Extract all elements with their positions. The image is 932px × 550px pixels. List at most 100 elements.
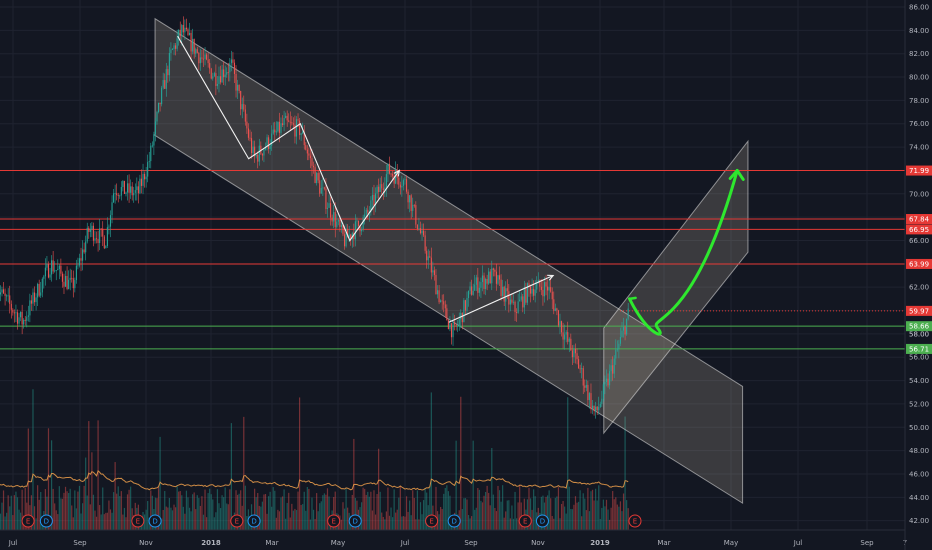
volume-bar [467, 514, 470, 530]
candle-body [64, 275, 67, 287]
candle-body [612, 365, 614, 374]
candle-body [385, 174, 387, 188]
candle-body [47, 263, 50, 278]
y-tick-label: 80.00 [909, 74, 929, 82]
candle-body [359, 225, 361, 232]
x-tick-label: 2019 [590, 539, 610, 547]
volume-bar [484, 491, 487, 530]
candle-body [303, 131, 305, 146]
candle-body [285, 115, 287, 119]
candle-body [550, 287, 552, 292]
candle-body [374, 193, 377, 206]
volume-bar [30, 495, 33, 530]
volume-bar [120, 491, 122, 530]
candle-body [512, 301, 515, 303]
event-marker-E [230, 514, 244, 528]
volume-bar [213, 517, 215, 530]
volume-bar [38, 499, 40, 530]
volume-bar [579, 490, 581, 530]
candle-body [516, 312, 518, 313]
volume-bar [328, 496, 330, 530]
volume-bar [4, 516, 6, 530]
candle-body [581, 368, 583, 370]
event-marker-D [447, 514, 461, 528]
volume-bar [292, 510, 294, 530]
volume-bar [343, 508, 346, 530]
y-tick-label: 42.00 [909, 517, 929, 525]
candle-body [10, 303, 12, 310]
volume-bar [481, 502, 484, 530]
candle-body [171, 49, 174, 50]
volume-bar [106, 512, 108, 530]
candle-body [573, 348, 575, 358]
volume-bar [294, 508, 296, 530]
volume-bar [367, 491, 369, 530]
volume-bar [277, 509, 279, 530]
candle-body [571, 350, 573, 358]
volume-bar [216, 489, 219, 530]
candle-body [446, 308, 448, 321]
volume-bar [466, 499, 468, 530]
candle-body [147, 162, 149, 177]
candle-body [461, 312, 463, 323]
candle-body [317, 173, 319, 181]
volume-bar [54, 503, 56, 530]
candle-body [370, 200, 372, 212]
candle-body [356, 220, 358, 222]
descending-channel [154, 17, 744, 505]
candle-body [312, 165, 315, 168]
candle-body [142, 173, 144, 186]
candle-body [464, 300, 466, 311]
candle-body [460, 312, 462, 320]
candle-body [278, 121, 280, 133]
candle-body [162, 80, 164, 88]
candle-body [309, 155, 311, 159]
event-marker-label: D [452, 518, 457, 526]
candle-body [562, 332, 564, 340]
volume-bar [409, 500, 411, 530]
volume-bar [303, 491, 305, 530]
volume-bar [514, 491, 516, 530]
volume-bar [585, 510, 587, 530]
candle-body [136, 186, 138, 191]
candle-body [224, 74, 226, 78]
candle-body [268, 137, 270, 149]
candle-body [210, 68, 212, 79]
volume-bar [151, 495, 153, 530]
y-tick-label: 58.00 [909, 330, 929, 338]
volume-bar [342, 502, 344, 530]
volume-bar [593, 500, 595, 530]
candle-body [95, 238, 98, 240]
candle-body [485, 278, 487, 289]
candle-body [198, 52, 200, 64]
volume-bar [46, 496, 48, 530]
candle-body [498, 275, 501, 280]
candle-body [223, 69, 225, 78]
volume-bar [10, 495, 12, 530]
volume-bar [412, 490, 414, 530]
candle-body [272, 129, 274, 134]
candle-body [525, 287, 527, 303]
candle-body [188, 32, 191, 35]
volume-bar [605, 499, 608, 530]
volume-bar [384, 519, 386, 530]
candle-body [21, 311, 23, 325]
volume-bar [316, 493, 318, 530]
candle-body [78, 258, 81, 266]
candle-body [55, 270, 57, 271]
volume-bar [533, 489, 535, 530]
volume-bar [362, 487, 364, 530]
volume-bar [74, 490, 76, 530]
candle-body [275, 131, 277, 133]
candle-body [9, 295, 11, 304]
candle-body [343, 234, 346, 247]
candle-body [89, 229, 91, 232]
candle-body [441, 300, 443, 302]
volume-bar [128, 489, 130, 530]
candle-body [435, 274, 437, 295]
volume-bar [291, 503, 293, 530]
volume-bar [393, 489, 395, 530]
candle-body [255, 154, 257, 157]
projection-curve [628, 168, 739, 336]
